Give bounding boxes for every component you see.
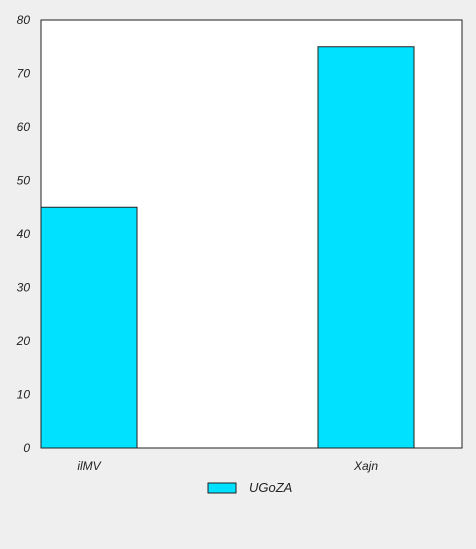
y-tick-label: 40 [17,227,31,241]
y-tick-label: 70 [17,67,31,81]
y-tick-label: 20 [16,334,31,348]
y-tick-label: 80 [17,13,31,27]
bars [40,46,415,449]
x-tick-label: ilMV [77,459,101,473]
bar-ilMV [40,206,138,449]
x-axis: ilMV Xajn [77,459,378,473]
y-tick-label: 60 [17,120,31,134]
y-axis: 0 10 20 30 40 50 60 70 80 [16,13,31,455]
legend-swatch [207,482,237,494]
legend-label: UGoZA [249,480,292,495]
y-tick-label: 30 [17,281,31,295]
legend: UGoZA [207,480,292,495]
bar-Xajn [317,46,415,449]
y-tick-label: 10 [17,388,31,402]
x-tick-label: Xajn [353,459,378,473]
y-tick-label: 0 [23,441,30,455]
y-tick-label: 50 [17,174,31,188]
